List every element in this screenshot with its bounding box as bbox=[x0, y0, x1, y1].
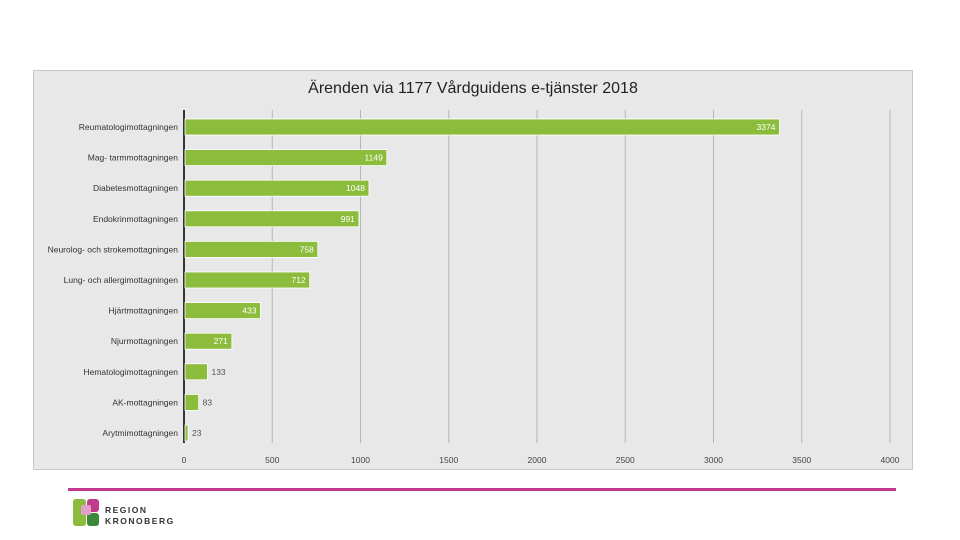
category-label: Endokrinmottagningen bbox=[93, 214, 178, 224]
data-label: 712 bbox=[291, 275, 305, 285]
data-label: 3374 bbox=[757, 122, 776, 132]
logo-text-kronoberg: KRONOBERG bbox=[105, 516, 175, 526]
region-kronoberg-logo: REGION KRONOBERG bbox=[72, 496, 202, 530]
data-label: 758 bbox=[300, 244, 314, 254]
chart-frame bbox=[33, 70, 913, 470]
bar bbox=[184, 149, 388, 167]
x-tick-label: 3000 bbox=[704, 455, 723, 465]
data-label: 1048 bbox=[346, 183, 365, 193]
category-label: Diabetesmottagningen bbox=[93, 183, 178, 193]
region-kronoberg-logo-mark-icon bbox=[73, 499, 99, 526]
x-tick-label: 500 bbox=[265, 455, 279, 465]
x-tick-label: 2500 bbox=[616, 455, 635, 465]
category-label: Hematologimottagningen bbox=[83, 367, 178, 377]
bar bbox=[184, 424, 189, 442]
bar bbox=[184, 118, 780, 136]
data-label: 271 bbox=[214, 336, 228, 346]
category-label: Mag- tarmmottagningen bbox=[88, 153, 179, 163]
bar bbox=[184, 302, 261, 320]
bar bbox=[184, 271, 311, 289]
category-label: Arytmimottagningen bbox=[102, 428, 178, 438]
data-label: 133 bbox=[211, 367, 225, 377]
chart-title: Ärenden via 1177 Vårdguidens e-tjänster … bbox=[308, 80, 638, 97]
x-tick-label: 3500 bbox=[792, 455, 811, 465]
category-label: Lung- och allergimottagningen bbox=[64, 275, 179, 285]
bar bbox=[184, 240, 319, 258]
data-label: 23 bbox=[192, 428, 202, 438]
logo-text-region: REGION bbox=[105, 505, 148, 515]
bar bbox=[184, 363, 208, 381]
bar bbox=[184, 393, 200, 411]
category-label: Hjärtmottagningen bbox=[109, 306, 179, 316]
x-tick-label: 1000 bbox=[351, 455, 370, 465]
category-label: Njurmottagningen bbox=[111, 336, 178, 346]
bar bbox=[184, 210, 360, 228]
footer-divider bbox=[68, 488, 896, 491]
x-tick-label: 2000 bbox=[528, 455, 547, 465]
bar bbox=[184, 332, 233, 350]
data-label: 991 bbox=[341, 214, 355, 224]
x-tick-label: 4000 bbox=[881, 455, 900, 465]
data-label: 433 bbox=[242, 306, 256, 316]
category-label: Reumatologimottagningen bbox=[79, 122, 179, 132]
category-label: Neurolog- och strokemottagningen bbox=[48, 244, 179, 254]
data-label: 83 bbox=[203, 397, 213, 407]
data-label: 1149 bbox=[365, 153, 384, 163]
x-tick-label: 0 bbox=[182, 455, 187, 465]
bar bbox=[184, 179, 370, 197]
x-tick-label: 1500 bbox=[439, 455, 458, 465]
category-label: AK-mottagningen bbox=[112, 397, 178, 407]
